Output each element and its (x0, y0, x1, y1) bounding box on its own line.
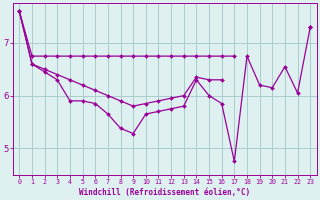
X-axis label: Windchill (Refroidissement éolien,°C): Windchill (Refroidissement éolien,°C) (79, 188, 250, 197)
